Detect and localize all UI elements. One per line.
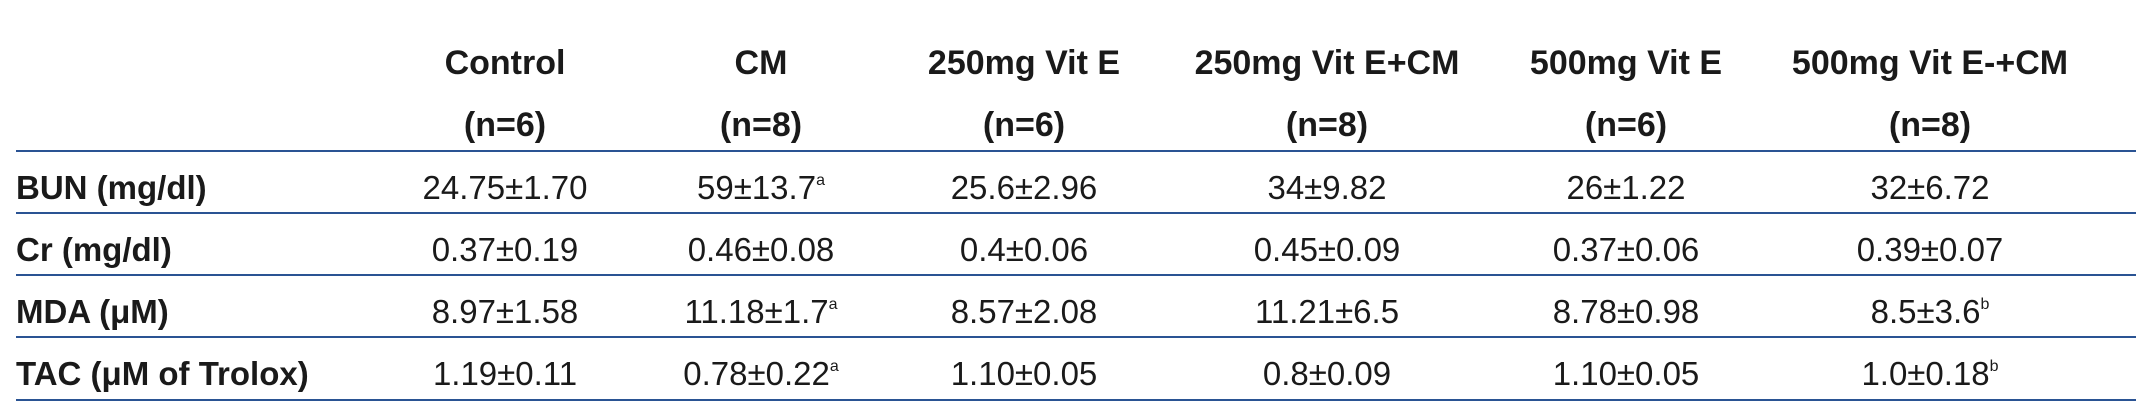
value-text: 59±13.7 <box>697 169 817 206</box>
value-text: 0.78±0.22 <box>683 355 830 392</box>
cell-value: 1.10±0.05 <box>1446 357 1806 390</box>
column-header: 500mg Vit E <box>1529 44 1723 82</box>
row-rule <box>16 212 2136 214</box>
cell-value: 59±13.7a <box>581 171 941 204</box>
column-header: 250mg Vit E+CM <box>1194 44 1460 82</box>
value-text: 0.37±0.06 <box>1552 231 1700 268</box>
row-label: TAC (μM of Trolox) <box>16 355 309 392</box>
column-header: Control <box>444 44 566 82</box>
row-rule <box>16 274 2136 276</box>
cell-value: 0.37±0.06 <box>1446 233 1806 266</box>
cell-value: 25.6±2.96 <box>844 171 1204 204</box>
row-label: Cr (mg/dl) <box>16 231 172 268</box>
column-header: 500mg Vit E-+CM <box>1791 44 2069 82</box>
value-text: 11.18±1.7 <box>684 293 829 330</box>
cell-value: 0.45±0.09 <box>1147 233 1507 266</box>
cell-value: 8.78±0.98 <box>1446 295 1806 328</box>
value-text: 0.4±0.06 <box>959 231 1089 268</box>
superscript: a <box>828 296 838 313</box>
cell-value: 26±1.22 <box>1446 171 1806 204</box>
column-n: (n=8) <box>1285 106 1369 144</box>
superscript: a <box>829 358 839 375</box>
value-text: 8.5±3.6 <box>1870 293 1981 330</box>
cell-value: 0.78±0.22a <box>581 357 941 390</box>
cell-value: 1.19±0.11 <box>325 357 685 390</box>
value-text: 0.46±0.08 <box>687 231 835 268</box>
cell-value: 0.4±0.06 <box>844 233 1204 266</box>
value-text: 26±1.22 <box>1566 169 1686 206</box>
value-text: 1.0±0.18 <box>1861 355 1990 392</box>
column-n: (n=8) <box>1888 106 1972 144</box>
cell-value: 0.8±0.09 <box>1147 357 1507 390</box>
cell-value: 8.97±1.58 <box>325 295 685 328</box>
column-n: (n=6) <box>982 106 1066 144</box>
cell-value: 0.39±0.07 <box>1750 233 2110 266</box>
row-rule <box>16 399 2136 401</box>
row-rule <box>16 336 2136 338</box>
value-text: 24.75±1.70 <box>422 169 588 206</box>
value-text: 8.78±0.98 <box>1552 293 1700 330</box>
value-text: 8.97±1.58 <box>431 293 579 330</box>
column-n: (n=6) <box>463 106 547 144</box>
value-text: 25.6±2.96 <box>950 169 1098 206</box>
cell-value: 1.10±0.05 <box>844 357 1204 390</box>
value-text: 0.37±0.19 <box>431 231 579 268</box>
value-text: 0.39±0.07 <box>1856 231 2004 268</box>
value-text: 1.19±0.11 <box>432 355 578 392</box>
cell-value: 11.18±1.7a <box>581 295 941 328</box>
superscript: b <box>1980 296 1990 313</box>
cell-value: 0.46±0.08 <box>581 233 941 266</box>
value-text: 8.57±2.08 <box>950 293 1098 330</box>
cell-value: 8.57±2.08 <box>844 295 1204 328</box>
superscript: a <box>816 172 825 189</box>
row-label: BUN (mg/dl) <box>16 169 207 206</box>
value-text: 11.21±6.5 <box>1254 293 1400 330</box>
value-text: 0.45±0.09 <box>1253 231 1401 268</box>
cell-value: 34±9.82 <box>1147 171 1507 204</box>
cell-value: 32±6.72 <box>1750 171 2110 204</box>
row-label: MDA (μM) <box>16 293 169 330</box>
cell-value: 8.5±3.6b <box>1750 295 2110 328</box>
column-n: (n=8) <box>719 106 803 144</box>
header-rule <box>16 150 2136 152</box>
column-n: (n=6) <box>1584 106 1668 144</box>
cell-value: 11.21±6.5 <box>1147 295 1507 328</box>
superscript: b <box>1989 358 1999 375</box>
cell-value: 24.75±1.70 <box>325 171 685 204</box>
column-header: 250mg Vit E <box>927 44 1121 82</box>
value-text: 1.10±0.05 <box>1552 355 1700 392</box>
value-text: 34±9.82 <box>1267 169 1387 206</box>
cell-value: 0.37±0.19 <box>325 233 685 266</box>
value-text: 1.10±0.05 <box>950 355 1098 392</box>
value-text: 32±6.72 <box>1870 169 1990 206</box>
column-header: CM <box>734 44 788 82</box>
cell-value: 1.0±0.18b <box>1750 357 2110 390</box>
value-text: 0.8±0.09 <box>1262 355 1392 392</box>
